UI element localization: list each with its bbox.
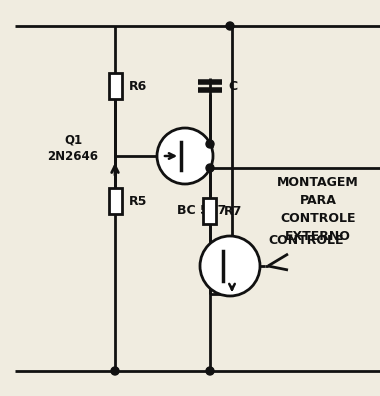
Circle shape — [206, 367, 214, 375]
Bar — [109, 73, 122, 99]
Circle shape — [200, 236, 260, 296]
Bar — [204, 198, 217, 224]
Text: R6: R6 — [129, 80, 147, 93]
Circle shape — [111, 367, 119, 375]
Circle shape — [206, 164, 214, 172]
Circle shape — [226, 22, 234, 30]
Circle shape — [157, 128, 213, 184]
Text: Q1
2N2646: Q1 2N2646 — [48, 133, 98, 163]
Circle shape — [206, 140, 214, 148]
Text: CONTROLE: CONTROLE — [268, 234, 344, 247]
Text: R5: R5 — [129, 194, 147, 208]
Text: R7: R7 — [224, 204, 242, 217]
Bar — [109, 188, 122, 214]
Text: MONTAGEM
PARA
CONTROLE
EXTERNO: MONTAGEM PARA CONTROLE EXTERNO — [277, 176, 359, 243]
Text: C: C — [228, 80, 237, 93]
Text: BC 547: BC 547 — [177, 204, 226, 217]
